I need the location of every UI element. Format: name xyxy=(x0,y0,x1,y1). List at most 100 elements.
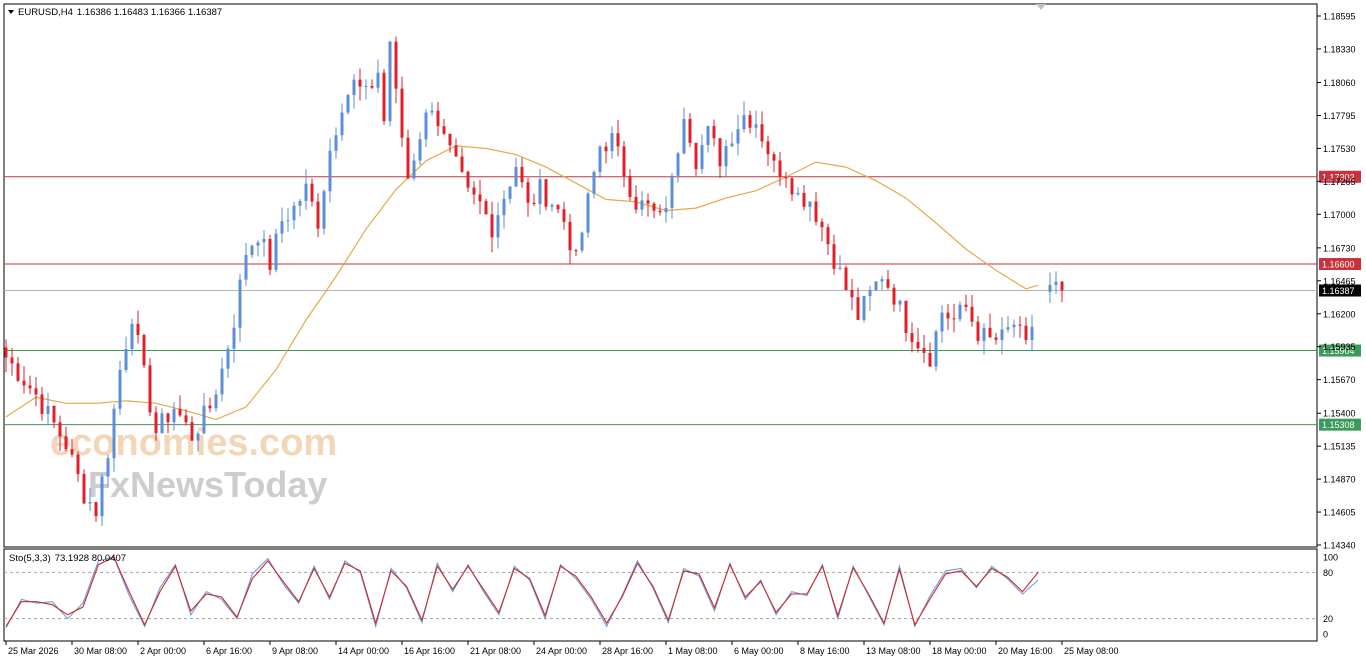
time-tick-label: 2 Apr 00:00 xyxy=(140,646,186,656)
bull-candle xyxy=(202,405,206,434)
bear-candle xyxy=(952,318,956,320)
bear-candle xyxy=(4,347,8,358)
price-tick-label: 1.16465 xyxy=(1323,276,1356,286)
bear-candle xyxy=(886,279,890,288)
bull-candle xyxy=(550,205,554,207)
bull-candle xyxy=(538,179,542,204)
time-tick-label: 25 May 08:00 xyxy=(1064,646,1119,656)
stochastic-tick-label: 80 xyxy=(1323,568,1333,578)
bear-candle xyxy=(394,41,398,89)
bear-candle xyxy=(52,405,56,423)
bull-candle xyxy=(724,146,728,167)
bull-candle xyxy=(982,327,986,341)
bear-candle xyxy=(370,86,374,88)
bear-candle xyxy=(406,137,410,179)
bear-candle xyxy=(718,138,722,167)
bull-candle xyxy=(664,207,668,213)
bull-candle xyxy=(862,296,866,320)
bear-candle xyxy=(268,238,272,270)
bull-candle xyxy=(106,458,110,477)
bull-candle xyxy=(898,300,902,305)
bear-candle xyxy=(166,413,170,423)
price-tick-label: 1.15935 xyxy=(1323,342,1356,352)
price-levels: 1.17302 1.16600 1.16387 1.15904 1.15308 xyxy=(4,170,1361,431)
bear-candle xyxy=(562,209,566,222)
time-axis: 25 Mar 2026 30 Mar 08:00 2 Apr 00:00 6 Apr … xyxy=(5,641,1119,656)
bull-candle xyxy=(796,192,800,195)
level-price-label: 1.17302 xyxy=(1322,172,1355,182)
bear-candle xyxy=(142,335,146,366)
bear-candle xyxy=(760,124,764,142)
bear-candle xyxy=(70,449,74,455)
bear-candle xyxy=(556,205,560,210)
bear-candle xyxy=(916,342,920,349)
bear-candle xyxy=(652,203,656,211)
bear-candle xyxy=(748,115,752,128)
bear-candle xyxy=(850,289,854,298)
bear-candle xyxy=(832,244,836,269)
bear-candle xyxy=(484,201,488,215)
bull-candle xyxy=(934,331,938,367)
bear-candle xyxy=(988,327,992,338)
bull-candle xyxy=(514,166,518,187)
time-tick-label: 6 Apr 16:00 xyxy=(206,646,252,656)
bull-candle xyxy=(730,143,734,147)
bull-candle xyxy=(304,183,308,201)
bull-candle xyxy=(1006,327,1010,330)
bull-candle xyxy=(88,502,92,504)
bear-candle xyxy=(10,357,14,364)
bear-candle xyxy=(76,454,80,474)
price-tick-label: 1.14870 xyxy=(1323,475,1356,485)
bull-candle xyxy=(112,408,116,459)
bear-candle xyxy=(1024,325,1028,340)
level-price-tag xyxy=(1319,284,1361,297)
bull-candle xyxy=(46,405,50,414)
time-tick-label: 16 Apr 16:00 xyxy=(404,646,455,656)
bear-candle xyxy=(616,133,620,147)
dropdown-triangle-icon[interactable] xyxy=(8,10,14,14)
level-price-tag xyxy=(1319,418,1361,431)
price-tick-label: 1.17795 xyxy=(1323,111,1356,121)
bull-candle xyxy=(214,394,218,409)
bull-candle xyxy=(100,476,104,517)
time-tick-label: 18 May 00:00 xyxy=(932,646,987,656)
bear-candle xyxy=(472,187,476,195)
time-tick-label: 1 May 08:00 xyxy=(668,646,718,656)
bear-candle xyxy=(478,194,482,202)
bear-candle xyxy=(1060,281,1064,291)
bear-candle xyxy=(448,133,452,146)
bull-candle xyxy=(1030,326,1034,340)
bear-candle xyxy=(646,200,650,204)
bear-candle xyxy=(526,182,530,203)
bear-candle xyxy=(520,166,524,183)
bull-candle xyxy=(364,86,368,88)
bull-candle xyxy=(262,238,266,243)
bull-candle xyxy=(754,124,758,128)
stochastic-tick-label: 20 xyxy=(1323,614,1333,624)
bear-candle xyxy=(454,145,458,157)
time-tick-label: 24 Apr 00:00 xyxy=(536,646,587,656)
bear-candle xyxy=(922,348,926,353)
bear-candle xyxy=(82,473,86,504)
bear-candle xyxy=(148,365,152,413)
bear-candle xyxy=(136,323,140,336)
bull-candle xyxy=(502,198,506,216)
bull-candle xyxy=(340,112,344,136)
level-price-tag xyxy=(1319,344,1361,357)
bear-candle xyxy=(574,250,578,252)
bull-candle xyxy=(676,153,680,176)
bear-candle xyxy=(856,297,860,320)
bear-candle xyxy=(94,502,98,517)
bull-candle xyxy=(322,191,326,229)
watermark-fxnewstoday: FxNewsToday xyxy=(88,464,327,505)
bear-candle xyxy=(460,156,464,172)
bull-candle xyxy=(418,139,422,161)
price-tick-label: 1.14340 xyxy=(1323,541,1356,551)
bear-candle xyxy=(316,201,320,229)
bull-candle xyxy=(736,129,740,144)
candlesticks xyxy=(4,36,1064,526)
bull-candle xyxy=(586,193,590,233)
bull-candle xyxy=(808,201,812,207)
bull-candle xyxy=(346,95,350,113)
